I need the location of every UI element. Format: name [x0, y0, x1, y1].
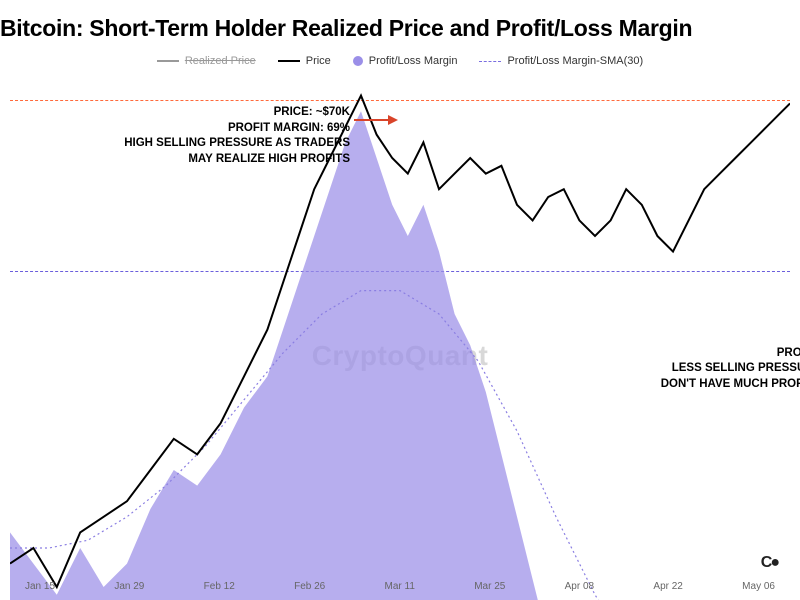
x-tick-label: Jan 29 — [114, 581, 144, 592]
legend-sma: Profit/Loss Margin-SMA(30) — [479, 55, 643, 67]
legend-label: Price — [306, 55, 331, 67]
legend-swatch-dash-icon — [479, 61, 501, 62]
x-tick-label: Feb 26 — [294, 581, 325, 592]
legend-price: Price — [278, 55, 331, 67]
annotation-peak: PRICE: ~$70KPROFIT MARGIN: 69%HIGH SELLI… — [50, 105, 350, 167]
legend-swatch-line-icon — [278, 60, 300, 62]
legend-label: Realized Price — [185, 55, 256, 67]
x-tick-label: May 06 — [742, 581, 775, 592]
legend-swatch-line-icon — [157, 60, 179, 62]
x-axis: Jan 15 Jan 29 Feb 12 Feb 26 Mar 11 Mar 25 Apr … — [10, 581, 790, 592]
legend-margin: Profit/Loss Margin — [353, 55, 458, 67]
arrow-icon — [354, 110, 404, 130]
x-tick-label: Jan 15 — [25, 581, 55, 592]
source-logo-icon: C● — [761, 554, 778, 572]
legend-realized-price: Realized Price — [157, 55, 256, 67]
chart-title: Bitcoin: Short-Term Holder Realized Pric… — [0, 15, 800, 42]
x-tick-label: Mar 11 — [385, 581, 415, 592]
x-tick-label: Apr 22 — [653, 581, 682, 592]
legend-swatch-dot-icon — [353, 56, 363, 66]
annotation-current: PRICPROFIT MALESS SELLING PRESSURE AS DO… — [540, 330, 800, 392]
chart-container: Bitcoin: Short-Term Holder Realized Pric… — [0, 0, 800, 600]
x-tick-label: Apr 08 — [565, 581, 594, 592]
legend-label: Profit/Loss Margin-SMA(30) — [507, 55, 643, 67]
legend-label: Profit/Loss Margin — [369, 55, 458, 67]
x-tick-label: Feb 12 — [204, 581, 235, 592]
x-tick-label: Mar 25 — [474, 581, 505, 592]
legend: Realized Price Price Profit/Loss Margin … — [0, 55, 800, 67]
